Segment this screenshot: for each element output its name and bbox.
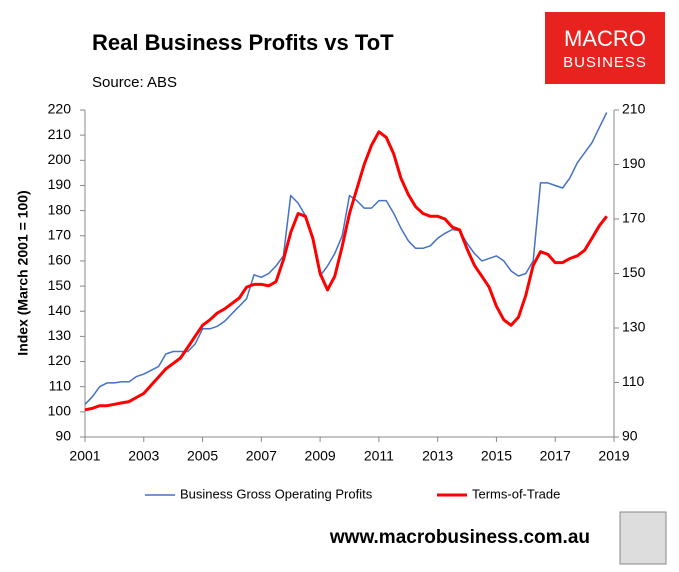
legend-label: Business Gross Operating Profits [180,486,373,501]
y2-tick-label: 210 [622,101,646,117]
y2-tick-label: 150 [622,264,646,280]
y2-tick-label: 170 [622,210,646,226]
y2-tick-label: 90 [622,428,638,444]
x-tick-label: 2013 [422,448,453,464]
y2-tick-label: 110 [622,373,645,389]
y-tick-label: 190 [48,176,72,192]
y2-tick-label: 190 [622,155,646,171]
logo-box [545,12,665,84]
x-tick-label: 2017 [540,448,571,464]
y-axis-label: Index (March 2001 = 100) [15,190,31,355]
x-tick-label: 2011 [364,448,394,464]
x-tick-label: 2003 [128,448,159,464]
line-series [84,112,608,405]
y-tick-label: 150 [48,277,72,293]
y-tick-label: 200 [48,151,72,167]
logo-text: MACRO [564,26,646,51]
y-tick-label: 140 [48,302,72,318]
legend-label: Terms-of-Trade [472,486,560,501]
y-tick-label: 100 [48,403,72,419]
y-tick-label: 180 [48,201,72,217]
x-tick-label: 2015 [481,448,512,464]
y-tick-label: 110 [49,377,72,393]
chart-title: Real Business Profits vs ToT [92,30,394,55]
x-tick-label: 2001 [69,448,100,464]
x-tick-label: 2019 [598,448,629,464]
y-tick-label: 120 [48,352,72,368]
y-tick-label: 130 [48,327,72,343]
y-tick-label: 220 [48,101,72,117]
y-tick-label: 170 [48,226,72,242]
chart-subtitle: Source: ABS [92,74,177,91]
x-tick-label: 2005 [187,448,218,464]
y2-tick-label: 130 [622,319,646,335]
logo-text: BUSINESS [563,54,647,71]
y-tick-label: 210 [48,126,72,142]
website: www.macrobusiness.com.au [329,527,590,548]
y-tick-label: 160 [48,252,72,268]
y-tick-label: 90 [55,428,71,444]
wolf-icon [619,511,667,565]
x-tick-label: 2007 [246,448,277,464]
x-tick-label: 2009 [305,448,336,464]
line-series [84,130,608,412]
